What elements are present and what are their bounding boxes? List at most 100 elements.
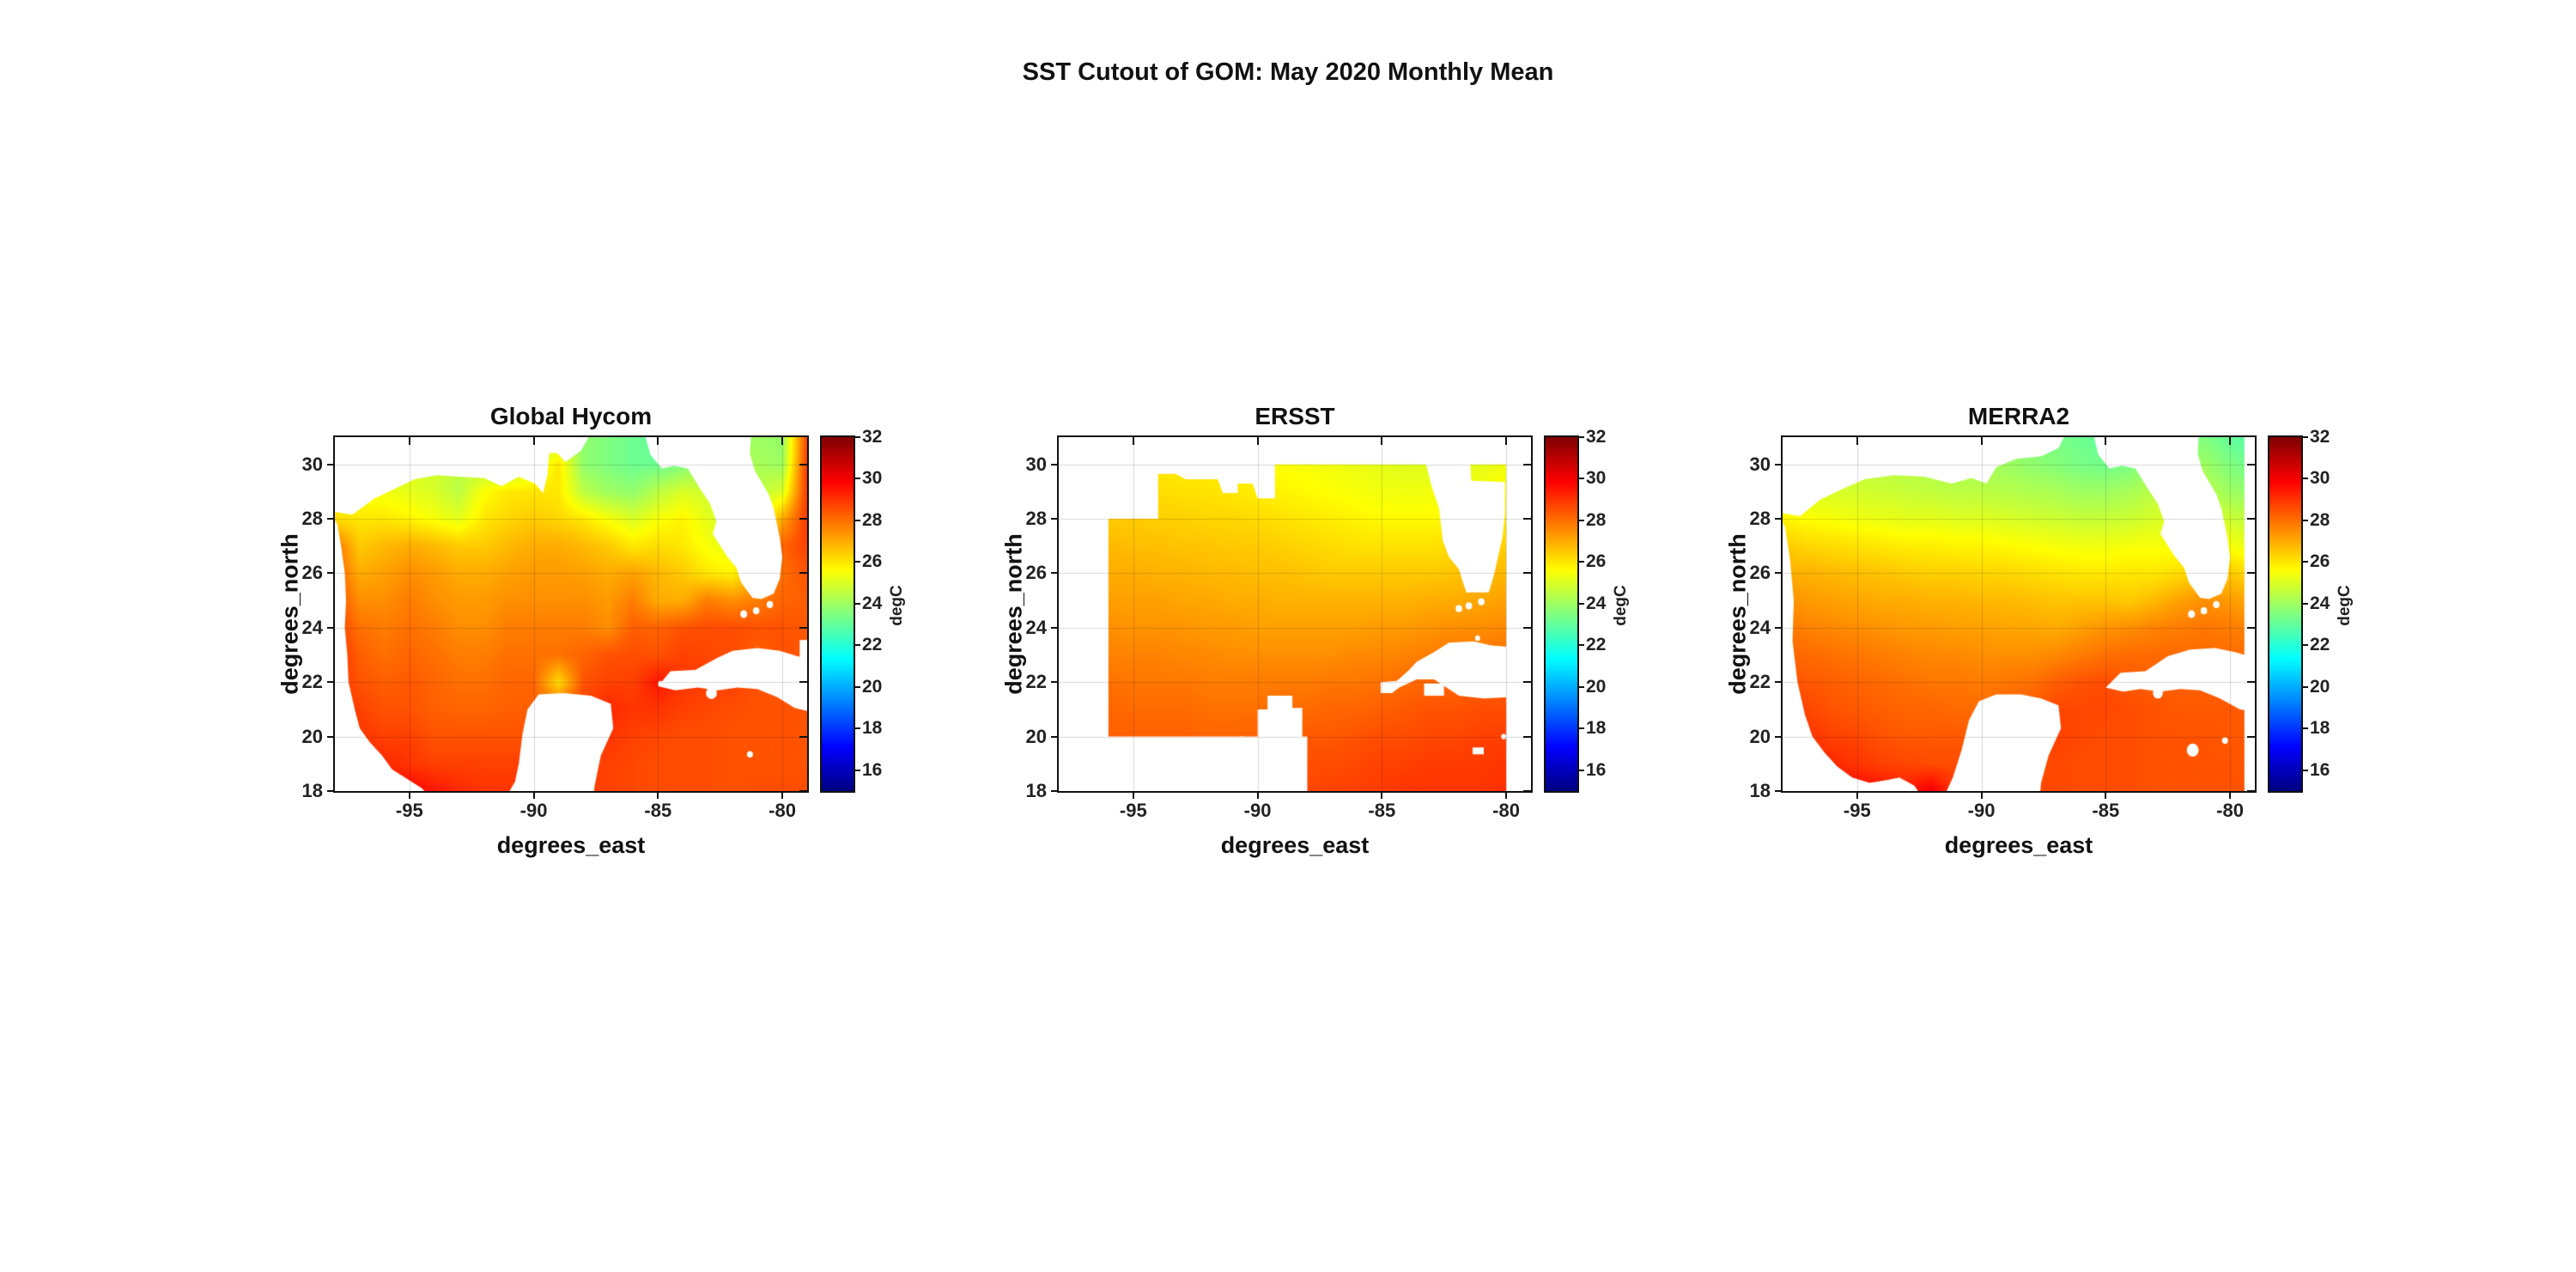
y-tick-label: 24 bbox=[1025, 616, 1047, 638]
axis-tick-mark bbox=[799, 518, 807, 520]
axis-tick-mark bbox=[1577, 436, 1584, 438]
colorbar-tick-label: 20 bbox=[1586, 676, 1607, 697]
axis-tick-mark bbox=[2301, 727, 2308, 730]
colorbar-tick-label: 18 bbox=[2310, 718, 2330, 739]
axis-tick-mark bbox=[1381, 791, 1383, 799]
axis-tick-mark bbox=[2247, 463, 2255, 466]
colorbar-tick-label: 16 bbox=[862, 759, 883, 780]
axis-tick-mark bbox=[781, 791, 784, 799]
axis-tick-mark bbox=[799, 681, 807, 684]
axis-tick-mark bbox=[2247, 626, 2255, 629]
axis-tick-mark bbox=[408, 437, 410, 445]
axis-tick-mark bbox=[1775, 735, 1783, 738]
axis-tick-mark bbox=[1856, 791, 1858, 799]
axis-tick-mark bbox=[1577, 519, 1584, 521]
colorbar-unit-label: degC bbox=[888, 585, 906, 626]
axis-tick-mark bbox=[657, 791, 659, 799]
x-tick-label: -95 bbox=[395, 800, 423, 821]
axis-tick-mark bbox=[1980, 791, 1983, 799]
axis-tick-mark bbox=[1980, 437, 1983, 445]
axis-tick-mark bbox=[1505, 437, 1508, 445]
axis-tick-mark bbox=[799, 572, 807, 575]
axis-tick-mark bbox=[799, 463, 807, 466]
y-tick-label: 18 bbox=[301, 780, 323, 801]
y-tick-label: 24 bbox=[301, 616, 323, 638]
axis-tick-mark bbox=[1775, 681, 1783, 684]
axis-tick-mark bbox=[854, 436, 860, 438]
x-tick-label: -85 bbox=[1368, 800, 1396, 821]
axis-tick-mark bbox=[854, 727, 860, 730]
x-tick-label: -90 bbox=[519, 800, 548, 821]
axis-tick-mark bbox=[327, 735, 335, 738]
axis-tick-mark bbox=[1523, 572, 1531, 575]
axis-tick-mark bbox=[1051, 790, 1059, 792]
axis-tick-mark bbox=[1523, 463, 1531, 466]
panel-merra2: MERRA2 degrees_east degrees_north degC -… bbox=[1725, 403, 2354, 858]
axis-tick-mark bbox=[2105, 791, 2107, 799]
colorbar-unit-label: degC bbox=[2336, 585, 2354, 626]
axis-tick-mark bbox=[327, 790, 335, 792]
y-tick-label: 22 bbox=[1025, 671, 1047, 693]
x-tick-label: -90 bbox=[1967, 800, 1996, 821]
y-tick-label: 30 bbox=[1025, 453, 1047, 475]
axis-tick-mark bbox=[1132, 437, 1134, 445]
y-tick-label: 28 bbox=[1749, 508, 1771, 530]
axis-tick-mark bbox=[1051, 518, 1059, 520]
axis-tick-mark bbox=[532, 437, 535, 445]
axis-tick-mark bbox=[854, 602, 860, 605]
colorbar-tick-label: 26 bbox=[1586, 551, 1607, 572]
colorbar-tick-label: 24 bbox=[2310, 593, 2330, 613]
axis-tick-mark bbox=[854, 769, 860, 771]
colorbar-tick-label: 20 bbox=[862, 676, 883, 697]
axis-tick-mark bbox=[1051, 572, 1059, 575]
colorbar-tick-label: 30 bbox=[2310, 468, 2330, 489]
axis-tick-mark bbox=[2247, 790, 2255, 792]
axis-tick-mark bbox=[781, 437, 784, 445]
sst-heatmap-canvas bbox=[1783, 437, 2255, 791]
axis-tick-mark bbox=[1523, 790, 1531, 792]
axis-tick-mark bbox=[1775, 572, 1783, 575]
colorbar-canvas bbox=[2269, 437, 2301, 791]
x-axis-label: degrees_east bbox=[1220, 832, 1370, 858]
colorbar-tick-label: 20 bbox=[2310, 676, 2330, 697]
y-tick-label: 20 bbox=[1749, 725, 1771, 747]
colorbar-tick-label: 22 bbox=[862, 635, 883, 655]
colorbar-tick-label: 30 bbox=[862, 468, 883, 489]
axis-tick-mark bbox=[2247, 735, 2255, 738]
axis-tick-mark bbox=[2247, 518, 2255, 520]
axis-tick-mark bbox=[2301, 561, 2308, 563]
axis-tick-mark bbox=[854, 644, 860, 647]
axis-tick-mark bbox=[854, 478, 860, 480]
y-tick-label: 30 bbox=[1749, 453, 1771, 475]
colorbar-tick-label: 32 bbox=[862, 427, 883, 447]
axis-tick-mark bbox=[854, 561, 860, 563]
y-tick-label: 20 bbox=[1025, 725, 1047, 747]
y-tick-label: 26 bbox=[1025, 562, 1047, 584]
axis-tick-mark bbox=[327, 463, 335, 466]
axis-tick-mark bbox=[2229, 791, 2232, 799]
colorbar-tick-label: 28 bbox=[1586, 509, 1607, 530]
y-tick-label: 28 bbox=[1025, 508, 1047, 530]
x-tick-label: -95 bbox=[1843, 800, 1871, 821]
axis-tick-mark bbox=[854, 685, 860, 688]
colorbar-tick-label: 16 bbox=[2310, 759, 2330, 780]
axis-tick-mark bbox=[2247, 572, 2255, 575]
axis-tick-mark bbox=[1577, 727, 1584, 730]
colorbar-tick-label: 32 bbox=[2310, 427, 2330, 447]
panel-title: Global Hycom bbox=[489, 403, 653, 429]
figure-title: SST Cutout of GOM: May 2020 Monthly Mean bbox=[1022, 58, 1554, 86]
axis-tick-mark bbox=[1577, 478, 1584, 480]
x-axis-label: degrees_east bbox=[1944, 832, 2093, 858]
x-tick-label: -95 bbox=[1119, 800, 1147, 821]
y-tick-label: 24 bbox=[1749, 616, 1771, 638]
axis-tick-mark bbox=[1775, 790, 1783, 792]
colorbar-tick-label: 30 bbox=[1586, 468, 1607, 489]
axis-tick-mark bbox=[1775, 518, 1783, 520]
axis-tick-mark bbox=[2301, 685, 2308, 688]
colorbar-tick-label: 28 bbox=[2310, 509, 2330, 530]
colorbar-tick-label: 26 bbox=[862, 551, 883, 572]
axis-tick-mark bbox=[1051, 735, 1059, 738]
axis-tick-mark bbox=[2301, 478, 2308, 480]
x-tick-label: -85 bbox=[2092, 800, 2120, 821]
